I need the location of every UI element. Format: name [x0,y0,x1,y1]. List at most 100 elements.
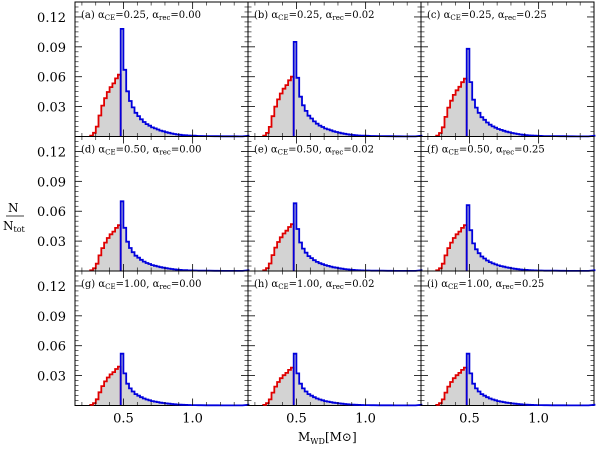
alpha-rec-value: =0.25 [514,279,545,290]
histogram-fill [263,203,416,271]
alpha-rec-value: =0.02 [344,279,375,290]
alpha-rec-sub: rec [332,14,343,22]
panel-letter: (f) [427,145,442,156]
histogram-fill [436,48,589,137]
svg-text:MWD[M⊙]: MWD[M⊙] [298,430,357,446]
y-tick-label: 0.03 [37,101,66,116]
y-label-denominator-sub: tot [14,225,26,234]
alpha-ce-sub: CE [278,14,288,22]
alpha-rec-sub: rec [332,149,343,157]
alpha-ce-symbol: α [98,145,105,156]
panel-letter: (c) [427,10,444,21]
panel-letter: (e) [254,145,271,156]
alpha-rec-sub: rec [332,283,343,291]
alpha-ce-value: =0.50, [459,145,496,156]
low-mass-series [89,73,122,137]
alpha-rec-symbol: α [496,145,503,156]
y-tick-label: 0.12 [37,280,66,295]
panel-h: (h) αCE=1.00, αrec=0.02 [247,270,423,407]
low-mass-series [262,366,295,406]
y-label-denominator: N [3,219,14,233]
y-tick-label: 0.09 [37,41,66,56]
alpha-rec-value: =0.25 [514,145,545,156]
y-tick-label: 0.09 [37,310,66,325]
panel-frame [420,270,595,406]
histogram-fill [436,353,589,406]
x-label-unit-close: ] [352,430,357,444]
y-tick-label: 0.03 [37,235,66,250]
alpha-rec-symbol: α [153,279,160,290]
alpha-rec-value: =0.25 [516,10,547,21]
panel-letter: (h) [254,279,271,290]
alpha-rec-symbol: α [326,279,333,290]
panel-i: (i) αCE=1.00, αrec=0.25 [420,270,596,407]
alpha-rec-symbol: α [153,145,160,156]
low-mass-series [435,224,468,272]
alpha-ce-sub: CE [278,283,288,291]
high-mass-series [292,202,423,272]
y-tick-label: 0.09 [37,175,66,190]
alpha-ce-symbol: α [444,10,451,21]
alpha-ce-value: =1.00, [289,279,326,290]
low-mass-series [435,366,468,406]
low-mass-series [262,75,295,137]
alpha-rec-symbol: α [495,279,502,290]
alpha-ce-symbol: α [442,145,449,156]
x-label-main: M [298,430,310,444]
histogram-fill [263,41,416,137]
alpha-rec-value: =0.02 [343,145,374,156]
alpha-ce-sub: CE [450,14,460,22]
high-mass-series [119,352,250,407]
histogram-fill [263,353,416,406]
panel-label: (c) αCE=0.25, αrec=0.25 [427,10,547,22]
y-tick-label: 0.12 [37,11,66,26]
alpha-rec-sub: rec [503,149,514,157]
x-tick-labels: 0.5 1.0 0.5 1.0 0.5 1.0 [113,412,549,427]
panel-g: (g) αCE=1.00, αrec=0.00 [74,270,250,407]
low-mass-series [262,223,295,272]
panel-label: (e) αCE=0.50, αrec=0.02 [254,145,374,157]
alpha-rec-value: =0.00 [171,279,202,290]
alpha-ce-value: =1.00, [116,279,153,290]
histogram-fill [436,205,589,271]
alpha-rec-sub: rec [159,149,170,157]
panel-c: (c) αCE=0.25, αrec=0.25 [420,1,596,138]
alpha-ce-sub: CE [105,14,115,22]
panel-label: (d) αCE=0.50, αrec=0.00 [81,145,201,157]
y-tick-label: 0.12 [37,145,66,160]
alpha-ce-sub: CE [448,149,458,157]
alpha-rec-symbol: α [325,145,332,156]
alpha-ce-value: =0.25, [289,10,326,21]
alpha-ce-symbol: α [441,279,448,290]
y-tick-label: 0.06 [37,340,66,355]
low-mass-series [89,365,122,406]
panels-group: (a) αCE=0.25, αrec=0.00 (b) αCE=0.25, αre… [74,1,596,407]
alpha-ce-symbol: α [98,10,105,21]
alpha-ce-sub: CE [105,283,115,291]
alpha-rec-sub: rec [159,283,170,291]
alpha-ce-value: =0.25, [461,10,498,21]
alpha-rec-symbol: α [326,10,333,21]
x-tick-label: 0.5 [286,412,307,427]
alpha-rec-sub: rec [159,14,170,22]
alpha-ce-symbol: α [98,279,105,290]
x-tick-label: 1.0 [355,412,376,427]
panel-label: (i) αCE=1.00, αrec=0.25 [427,279,544,291]
x-tick-label: 1.0 [528,412,549,427]
histogram-fill [90,28,243,137]
x-tick-label: 1.0 [182,412,203,427]
high-mass-series [292,352,423,407]
y-axis-label: N Ntot [3,201,26,234]
alpha-rec-sub: rec [502,283,513,291]
alpha-rec-value: =0.00 [171,145,202,156]
x-label-unit: [M [325,430,342,444]
y-tick-label: 0.03 [37,370,66,385]
alpha-ce-symbol: α [271,279,278,290]
panel-f: (f) αCE=0.50, αrec=0.25 [420,136,596,272]
panel-letter: (i) [427,279,441,290]
panel-frame [247,270,422,406]
panel-letter: (b) [254,10,271,21]
high-mass-series [465,47,596,138]
alpha-ce-value: =1.00, [458,279,495,290]
high-mass-series [465,204,596,272]
